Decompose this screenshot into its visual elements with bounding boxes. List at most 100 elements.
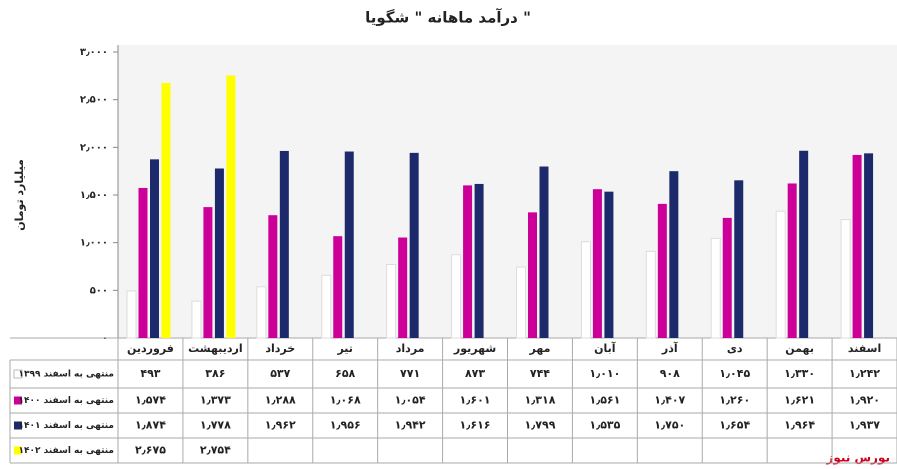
bar	[864, 153, 874, 338]
legend-swatch	[14, 396, 22, 405]
bar	[226, 75, 236, 339]
x-tick-label: اسفند	[848, 342, 881, 355]
table-value: ۱٫۰۴۵	[719, 367, 750, 380]
bar	[126, 290, 137, 339]
bar	[722, 217, 732, 338]
table-value: ۱٫۰۶۸	[330, 394, 361, 407]
table-value: ۱٫۷۷۸	[200, 419, 231, 432]
table-value: ۱٫۳۳۰	[784, 367, 815, 380]
bar	[710, 237, 721, 339]
bar	[474, 183, 484, 338]
legend-swatch	[14, 421, 22, 430]
table-value: ۱٫۲۴۲	[849, 367, 880, 380]
table-value: ۱٫۵۶۱	[589, 394, 620, 407]
table-value: ۱٫۹۶۲	[265, 419, 296, 432]
bar	[840, 219, 851, 339]
table-value: ۱٫۹۶۴	[784, 419, 815, 432]
table-value: ۷۴۴	[530, 367, 550, 380]
table-value: ۱٫۵۳۵	[589, 419, 620, 432]
bar	[150, 159, 159, 338]
bar	[669, 171, 679, 338]
bar	[580, 241, 591, 339]
bar	[451, 254, 462, 339]
bar	[344, 151, 354, 338]
x-tick-label: اردیبهشت	[188, 342, 242, 355]
table-value: ۱٫۰۱۰	[589, 367, 620, 380]
bar	[516, 266, 526, 339]
bar	[256, 286, 267, 339]
bar	[852, 154, 862, 338]
table-value: ۱٫۳۷۳	[200, 394, 231, 407]
bar	[279, 150, 289, 338]
table-value: ۱٫۹۲۰	[849, 394, 880, 407]
legend-label: منتهی به اسفند ۱۳۹۹	[19, 370, 114, 380]
bar	[214, 168, 224, 338]
x-tick-label: آذر	[661, 341, 678, 355]
x-tick-label: شهریور	[453, 342, 496, 355]
table-value: ۸۷۳	[465, 367, 485, 380]
legend-swatch	[13, 369, 23, 379]
table-value: ۱٫۸۷۴	[135, 419, 166, 432]
table-value: ۱٫۲۶۰	[719, 394, 750, 407]
y-axis-label: میلیارد تومان	[13, 159, 26, 231]
table-value: ۳۸۶	[205, 367, 225, 380]
x-tick-label: تیر	[336, 342, 352, 355]
table-value: ۱٫۷۵۰	[654, 419, 685, 432]
x-tick-label: مهر	[528, 342, 550, 355]
bar	[604, 191, 614, 338]
table-value: ۱٫۶۰۱	[460, 394, 491, 407]
bar	[321, 274, 332, 339]
x-tick-label: بهمن	[785, 342, 814, 355]
y-tick-label: ۱٫۵۰۰	[80, 190, 108, 201]
bar	[191, 300, 202, 339]
bar	[775, 210, 786, 339]
bar	[645, 250, 656, 339]
x-tick-label: فروردین	[127, 342, 174, 355]
bar	[799, 150, 809, 338]
legend-label: منتهی به اسفند ۱۴۰۲	[19, 446, 114, 456]
table-value: ۷۷۱	[400, 367, 420, 380]
x-tick-label: آبان	[594, 341, 616, 355]
bar	[734, 180, 744, 338]
bar	[657, 203, 667, 338]
table-value: ۱٫۶۵۴	[719, 419, 750, 432]
bar	[386, 263, 397, 339]
table-value: ۱٫۲۸۸	[265, 394, 296, 407]
bar	[398, 237, 408, 338]
table-value: ۲٫۷۵۴	[200, 444, 231, 457]
bar	[528, 212, 537, 338]
plot-area	[118, 45, 897, 338]
x-tick-label: خرداد	[265, 342, 295, 355]
table-value: ۱٫۹۴۲	[395, 419, 426, 432]
bar	[203, 207, 213, 338]
x-tick-label: دی	[727, 342, 743, 355]
bar	[268, 215, 278, 338]
bar	[463, 185, 473, 338]
legend-swatch	[14, 446, 22, 455]
table-value: ۱٫۶۱۶	[460, 419, 491, 432]
table-value: ۶۵۸	[335, 367, 355, 380]
legend-label: منتهی به اسفند ۱۴۰۰	[19, 396, 114, 406]
y-tick-label: ۵۰۰	[90, 285, 108, 296]
table-value: ۱٫۵۷۴	[135, 394, 166, 407]
y-tick-label: ۲٫۵۰۰	[80, 95, 108, 106]
y-tick-label: ۱٫۰۰۰	[80, 238, 108, 249]
table-value: ۹۰۸	[660, 367, 680, 380]
bar	[161, 82, 171, 338]
bar	[592, 189, 602, 338]
table-value: ۴۹۳	[140, 367, 160, 380]
bar	[539, 166, 549, 338]
table-value: ۱٫۷۹۹	[524, 419, 555, 432]
y-tick-label: ۳٫۰۰۰	[80, 47, 108, 58]
chart-title: درآمد ماهانه " شگویا "	[365, 9, 531, 27]
table-value: ۱٫۹۵۶	[330, 419, 361, 432]
y-tick-label: ۲٫۰۰۰	[80, 142, 108, 153]
table-value: ۱٫۳۱۸	[524, 394, 555, 407]
table-value: ۱٫۰۵۴	[395, 394, 426, 407]
table-value: ۵۳۷	[270, 367, 290, 380]
table-value: ۱٫۹۳۷	[849, 419, 880, 432]
x-tick-label: مرداد	[396, 342, 425, 355]
bar	[409, 152, 419, 338]
bar	[333, 236, 343, 338]
legend-label: منتهی به اسفند ۱۴۰۱	[19, 421, 114, 431]
